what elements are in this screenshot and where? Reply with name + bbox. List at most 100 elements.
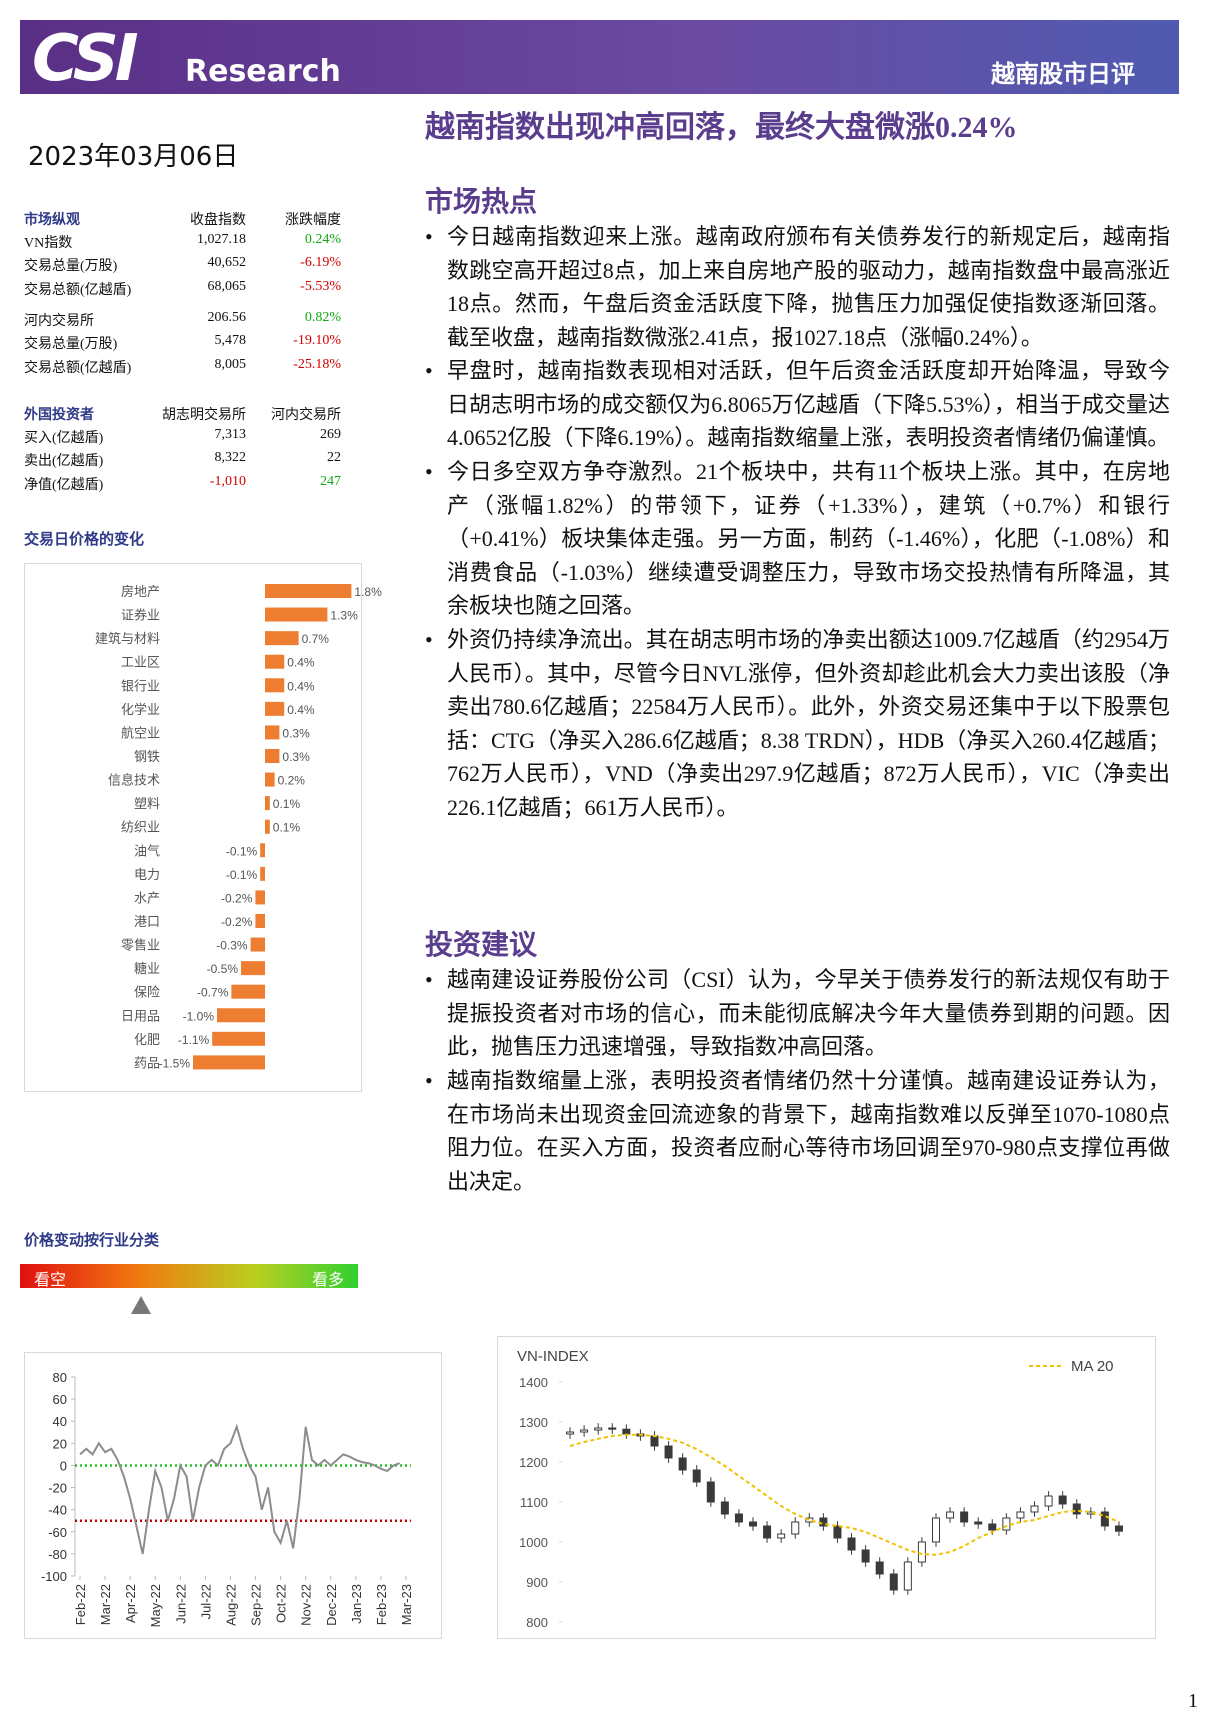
value-label: 0.3% [282, 726, 310, 740]
table-cell: 0.82% [304, 310, 341, 325]
category-label: 钢铁 [134, 749, 160, 764]
y-tick-label: 800 [526, 1615, 548, 1630]
table-cell: 269 [320, 427, 341, 442]
category-label: 塑料 [134, 796, 160, 811]
bar [265, 701, 285, 716]
candle-body [580, 1429, 589, 1433]
value-label: 0.4% [287, 703, 315, 717]
table-cell: -5.53% [300, 279, 341, 294]
bullet: 今日多空双方争夺激烈。21个板块中，共有11个板块上涨。其中，在房地产（涨幅1.… [425, 455, 1170, 623]
x-tick-label: Jan-23 [349, 1584, 364, 1624]
candle-body [1002, 1517, 1011, 1531]
header-band: CSI Research 越南股市日评 [20, 20, 1179, 96]
value-label: -0.1% [226, 844, 258, 858]
candle-body [650, 1435, 659, 1447]
bullet: 早盘时，越南指数表现相对活跃，但午后资金活跃度却开始降温，导致今日胡志明市场的成… [425, 354, 1170, 455]
table-cell: 206.56 [207, 310, 247, 325]
category-label: 建筑与材料 [95, 631, 160, 646]
candle-body [931, 1517, 940, 1543]
candle-body [608, 1427, 617, 1430]
table-cell: 8,322 [214, 450, 247, 465]
bullet-text: 早盘时，越南指数表现相对活跃，但午后资金活跃度却开始降温，导致今日胡志明市场的成… [447, 358, 1170, 451]
section-heading: 市场热点 [425, 187, 538, 218]
candle-body [791, 1521, 800, 1535]
table-header: 收盘指数 [190, 213, 246, 228]
ma-line [569, 1433, 1120, 1556]
bullet: 越南建设证券股份公司（CSI）认为，今早关于债券发行的新法规仅有助于提振投资者对… [425, 963, 1170, 1064]
y-tick-label: 80 [53, 1370, 67, 1385]
table-cell: 1,027.18 [197, 232, 246, 247]
bullet: 外资仍持续净流出。其在胡志明市场的净卖出额达1009.7亿越盾（约2954万人民… [425, 623, 1170, 825]
table-cell: 交易总额(亿越盾) [24, 283, 132, 298]
table-cell: 7,313 [214, 427, 247, 442]
bar [212, 1031, 265, 1046]
x-tick-label: Sep-22 [249, 1584, 264, 1626]
candle-body [763, 1525, 772, 1539]
bullet-text: 外资仍持续净流出。其在胡志明市场的净卖出额达1009.7亿越盾（约2954万人民… [447, 627, 1170, 820]
candle-body [1030, 1505, 1039, 1513]
candle-body [988, 1523, 997, 1531]
category-label: 银行业 [121, 678, 160, 693]
candle-body [1100, 1511, 1109, 1527]
candle-body [594, 1427, 603, 1431]
bar [265, 631, 299, 646]
bar [265, 725, 280, 740]
table-cell: 交易总额(亿越盾) [24, 361, 132, 376]
x-tick-label: Apr-22 [123, 1584, 138, 1623]
table-cell: -19.10% [293, 333, 341, 348]
category-label: 房地产 [121, 584, 160, 599]
bar [265, 584, 352, 598]
table-header: 外国投资者 [24, 408, 94, 423]
value-label: -0.3% [216, 939, 248, 953]
y-tick-label: -80 [48, 1547, 67, 1562]
value-label: 0.4% [287, 679, 315, 693]
x-tick-label: Mar-22 [98, 1584, 113, 1625]
value-label: 1.8% [354, 585, 382, 599]
y-tick-label: -60 [48, 1525, 67, 1540]
table-cell: 交易总量(万股) [24, 337, 118, 352]
bar [265, 678, 285, 693]
bar [265, 654, 285, 669]
bar [255, 890, 265, 905]
x-tick-label: Jun-22 [173, 1584, 188, 1624]
table-cell: -1,010 [209, 474, 246, 489]
category-label: 化学业 [121, 702, 160, 717]
candle-body [960, 1511, 969, 1523]
table-cell: -6.19% [300, 255, 341, 270]
table-header: 河内交易所 [271, 408, 341, 423]
table-cell: VN指数 [24, 236, 73, 251]
candle-body [706, 1481, 715, 1503]
candle-body [678, 1457, 687, 1471]
candle-body [622, 1428, 631, 1435]
brand: Research [185, 54, 341, 89]
table-cell: 40,652 [207, 255, 247, 270]
table-cell: 68,065 [207, 279, 247, 294]
value-label: -0.2% [221, 891, 253, 905]
y-tick-label: 60 [53, 1392, 67, 1407]
candle-body [917, 1541, 926, 1563]
candle-body [566, 1431, 575, 1435]
table-cell: 22 [327, 450, 341, 465]
y-tick-label: -20 [48, 1481, 67, 1496]
value-label: 0.2% [278, 774, 306, 788]
candle-body [875, 1561, 884, 1575]
candle-body [903, 1561, 912, 1591]
y-tick-label: 900 [526, 1575, 548, 1590]
candle-body [946, 1511, 955, 1519]
candle-body [664, 1445, 673, 1459]
category-label: 信息技术 [108, 773, 160, 788]
section-heading: 投资建议 [425, 930, 538, 961]
bar [265, 772, 275, 787]
bar [260, 843, 265, 858]
y-tick-label: 1400 [519, 1375, 548, 1390]
value-label: 0.1% [273, 797, 301, 811]
table-cell: -25.18% [293, 357, 341, 372]
category-label: 航空业 [121, 725, 160, 740]
value-label: 0.4% [287, 656, 315, 670]
category-label: 化肥 [134, 1032, 160, 1047]
scale-pointer [131, 1296, 151, 1314]
bar [241, 961, 265, 976]
candle-body [1114, 1525, 1123, 1532]
series-line [79, 1423, 401, 1555]
